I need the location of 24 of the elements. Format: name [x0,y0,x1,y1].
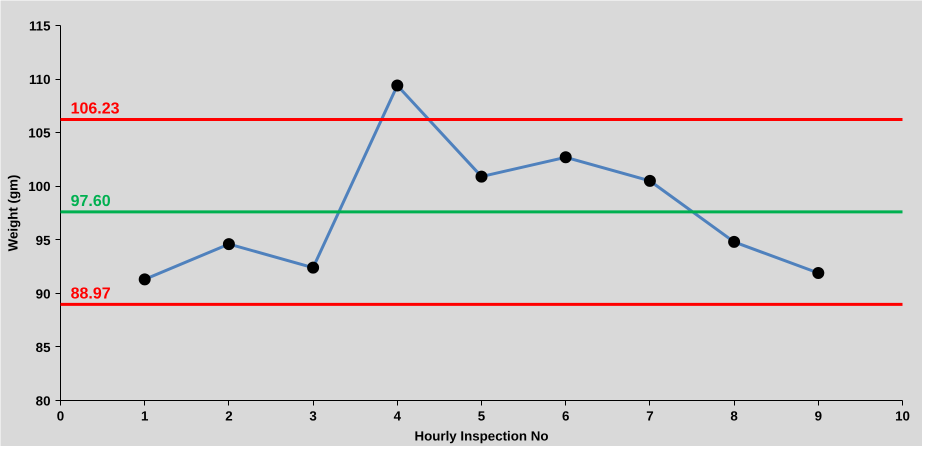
x-tick-label: 2 [225,408,233,424]
y-tick-label: 100 [28,179,51,194]
x-tick-label: 5 [478,408,486,424]
ref-line-label: 97.60 [70,192,111,210]
x-tick-label: 0 [56,408,64,424]
x-tick-label: 3 [309,408,317,424]
y-tick-label: 95 [36,232,52,248]
x-tick-label: 4 [394,408,402,424]
ref-line-label: 106.23 [70,100,120,118]
y-tick-label: 115 [29,18,52,34]
y-tick-label: 85 [36,340,52,355]
x-tick-label: 8 [730,408,738,424]
x-tick-label: 10 [895,408,910,424]
x-tick-label: 9 [814,408,822,424]
y-tick-label: 80 [36,394,51,408]
y-tick-label: 105 [28,126,52,141]
ref-line-label: 88.97 [70,285,111,302]
x-tick-label: 1 [140,408,149,424]
y-tick-label: 110 [29,72,51,88]
x-axis-title: Hourly Inspection No [414,428,549,444]
x-tick-label: 6 [562,408,570,424]
x-tick-label: 7 [646,408,654,424]
y-axis-title: Weight (gm) [5,174,20,252]
y-tick-label: 90 [36,286,51,302]
